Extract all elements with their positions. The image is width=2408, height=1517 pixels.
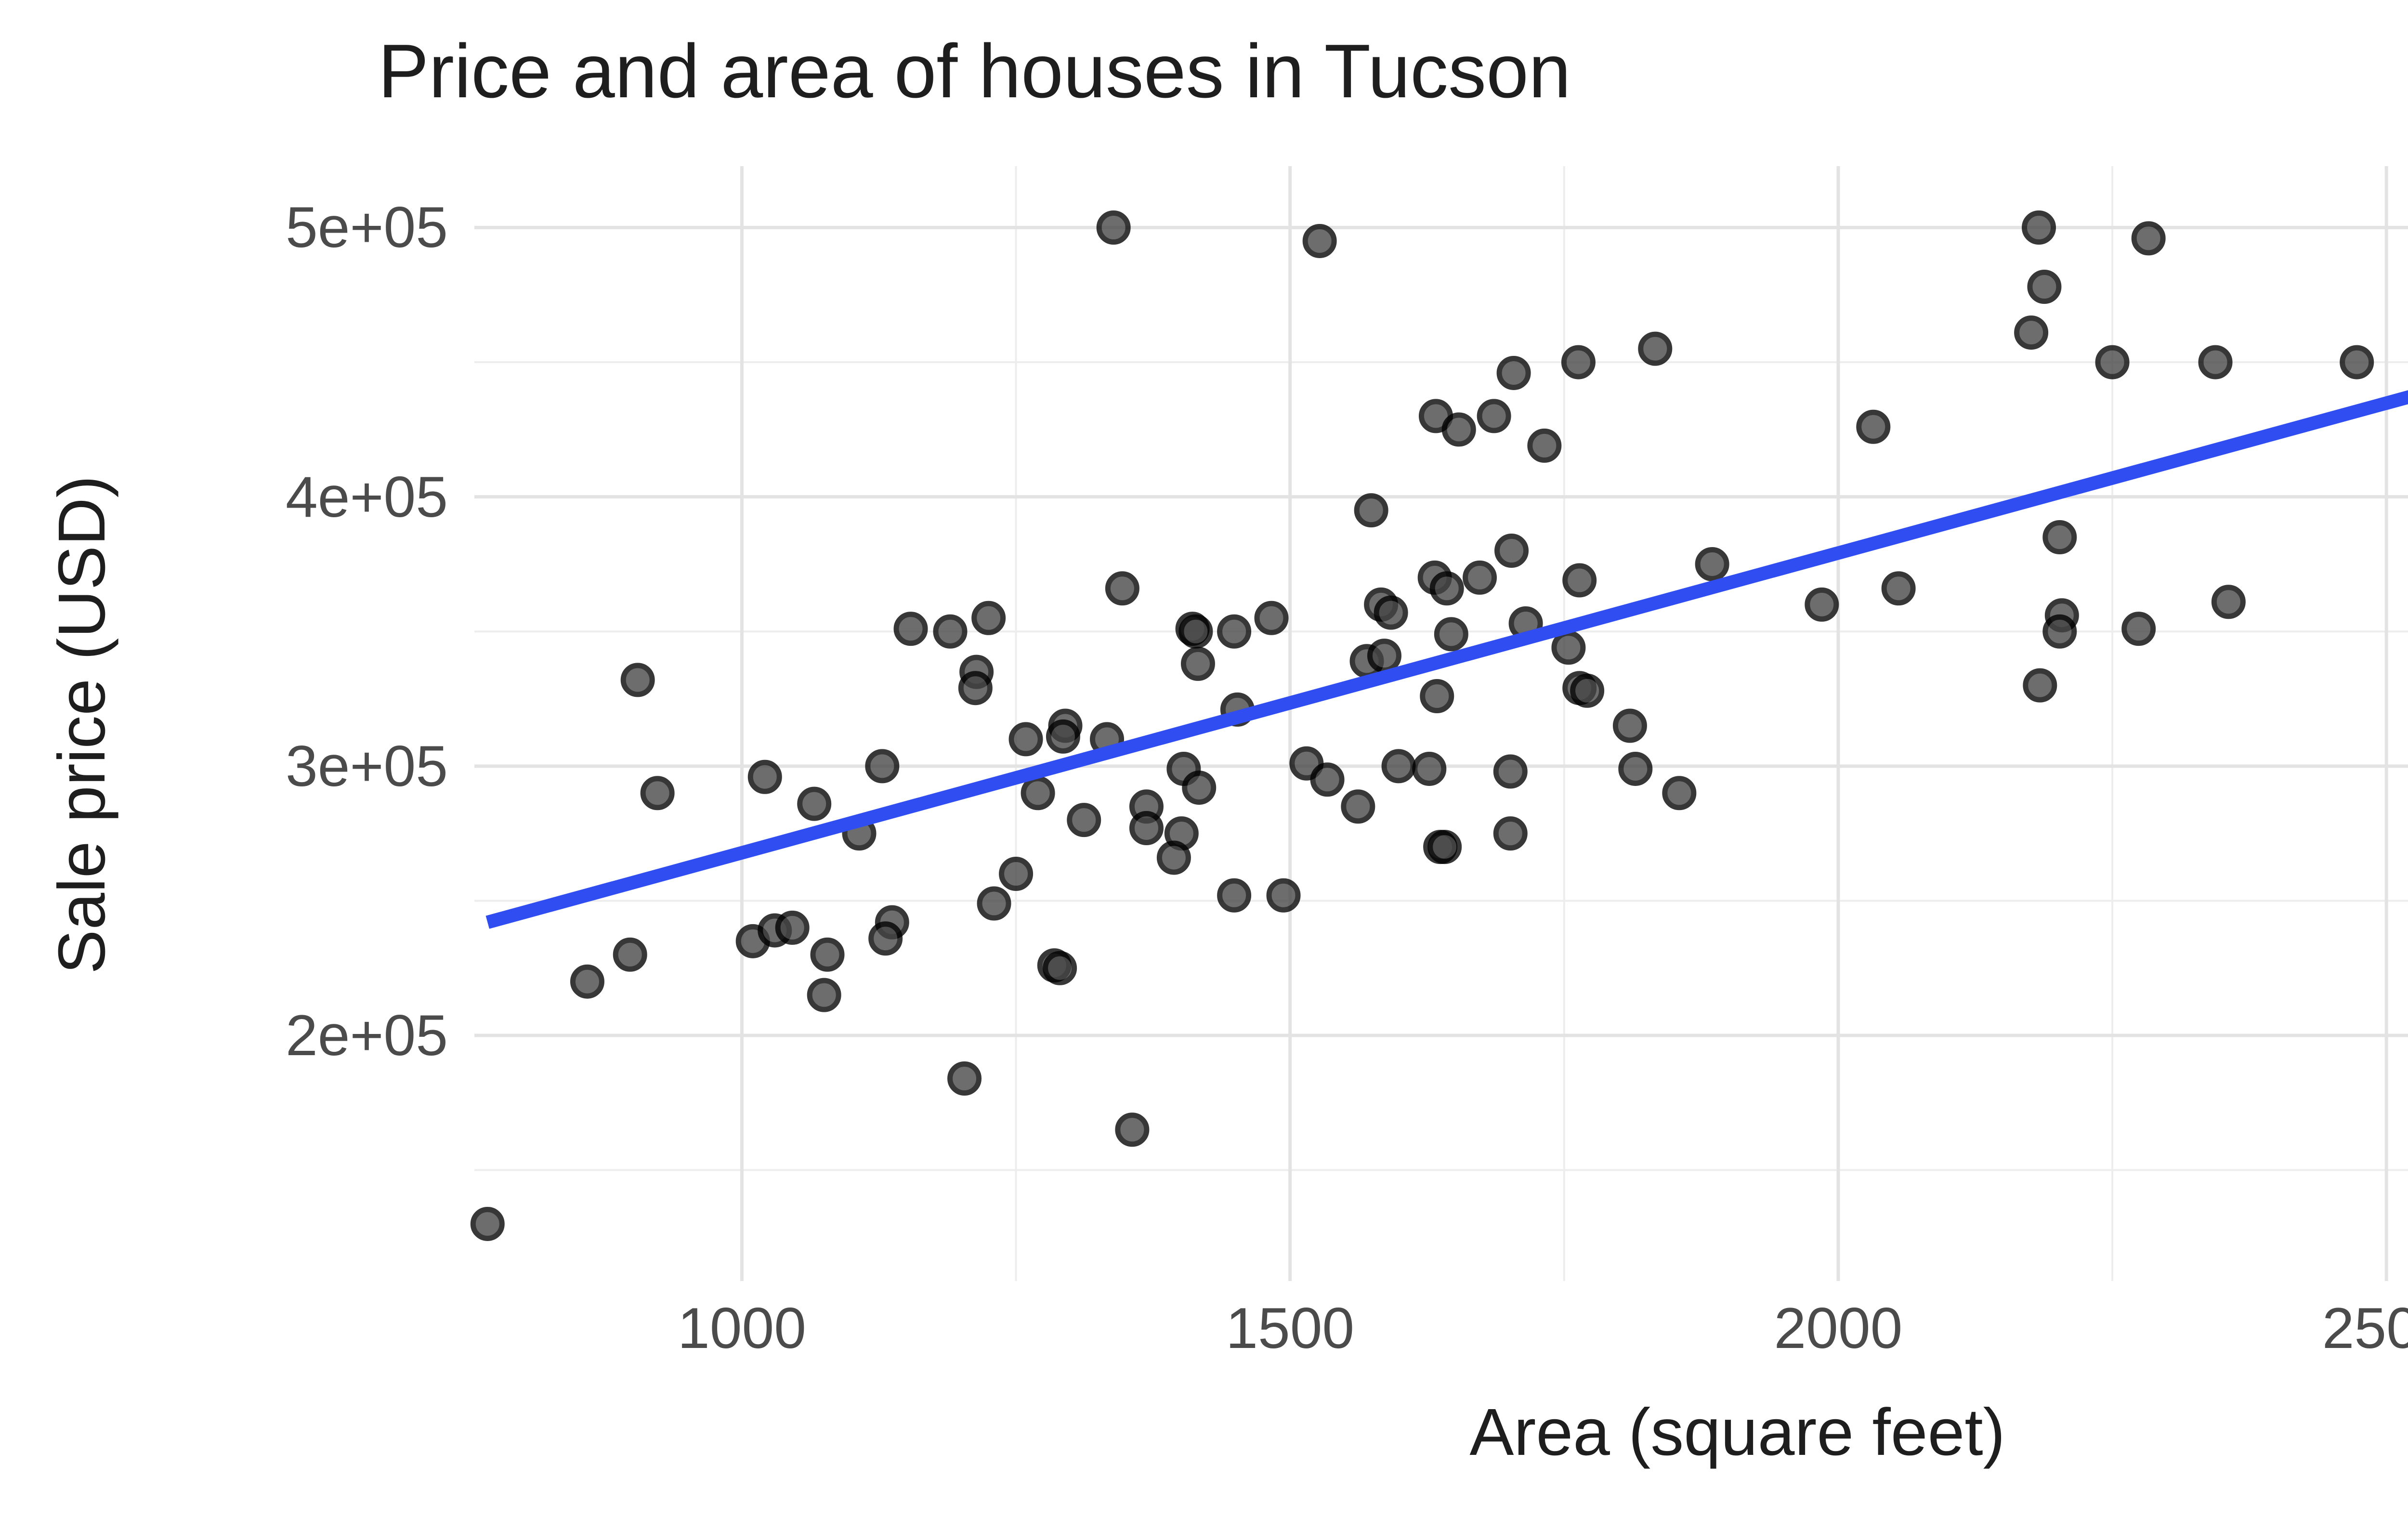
- data-point: [1429, 571, 1464, 606]
- data-point: [810, 937, 845, 972]
- data-point: [2042, 520, 2077, 555]
- data-point: [1420, 679, 1454, 713]
- data-point: [1493, 754, 1528, 789]
- data-point: [1427, 830, 1462, 864]
- data-point: [893, 612, 928, 646]
- data-point: [1494, 534, 1529, 568]
- data-point: [933, 614, 968, 649]
- data-point: [1156, 840, 1191, 875]
- data-point: [797, 786, 832, 821]
- data-point: [613, 937, 647, 972]
- data-point: [1180, 646, 1215, 681]
- data-point: [1310, 762, 1345, 797]
- data-point: [977, 886, 1011, 921]
- data-point: [1412, 751, 1447, 786]
- data-point: [1618, 751, 1653, 786]
- data-point: [1178, 614, 1213, 649]
- y-tick-label: 2e+05: [285, 1003, 448, 1068]
- data-point: [2023, 668, 2057, 703]
- data-point: [1302, 223, 1337, 258]
- data-point: [1441, 412, 1476, 447]
- data-point: [1570, 673, 1605, 708]
- data-point: [1008, 722, 1043, 757]
- data-point: [865, 749, 900, 784]
- data-point: [807, 978, 841, 1012]
- data-point: [1367, 639, 1401, 673]
- data-point: [2042, 614, 2077, 649]
- chart-title: Price and area of houses in Tucson: [378, 29, 1571, 114]
- y-axis-title: Sale price (USD): [45, 475, 119, 974]
- data-point: [1805, 587, 1839, 622]
- data-point: [1381, 749, 1416, 784]
- x-tick-label: 1500: [1226, 1296, 1355, 1360]
- x-axis-title: Area (square feet): [1469, 1395, 2005, 1469]
- data-point: [1496, 355, 1531, 390]
- data-point: [2121, 612, 2156, 646]
- data-point: [1695, 547, 1729, 581]
- trend-line: [485, 390, 2408, 929]
- data-point: [570, 964, 604, 999]
- data-point: [1354, 493, 1388, 528]
- data-point: [1662, 776, 1697, 811]
- data-point: [1463, 560, 1497, 595]
- data-point: [2131, 221, 2166, 256]
- data-point: [747, 759, 782, 794]
- data-point: [1266, 878, 1301, 913]
- data-point: [1046, 719, 1080, 754]
- x-tick-label: 1000: [677, 1296, 806, 1360]
- data-point: [971, 601, 1006, 635]
- data-point: [1115, 1112, 1150, 1147]
- data-point: [958, 671, 993, 706]
- x-tick-label: 2000: [1774, 1296, 1903, 1360]
- data-point: [2340, 345, 2374, 379]
- x-tick-label: 2500: [2322, 1296, 2408, 1360]
- data-point: [1043, 951, 1077, 985]
- data-point: [868, 921, 903, 956]
- data-point: [1434, 617, 1468, 652]
- data-point: [1881, 571, 1916, 606]
- data-point: [2198, 345, 2233, 379]
- data-point: [2014, 315, 2049, 350]
- data-point: [1217, 614, 1252, 649]
- data-point: [1096, 210, 1131, 245]
- data-point: [2095, 345, 2130, 379]
- data-point: [1374, 595, 1408, 630]
- data-point: [620, 663, 655, 697]
- data-point: [1105, 571, 1139, 606]
- data-point: [1129, 811, 1164, 845]
- data-point: [1341, 789, 1375, 824]
- data-point: [1612, 708, 1647, 743]
- data-point: [1021, 776, 1055, 811]
- data-point: [1182, 771, 1217, 805]
- data-point: [1217, 878, 1252, 913]
- data-point: [1493, 816, 1528, 851]
- data-point: [640, 776, 675, 811]
- data-point: [2022, 210, 2056, 245]
- data-point: [775, 910, 810, 945]
- y-tick-label: 5e+05: [285, 195, 448, 260]
- data-point: [1856, 409, 1891, 444]
- data-point: [1477, 399, 1511, 433]
- data-point: [1067, 803, 1101, 837]
- data-point: [1562, 563, 1597, 598]
- data-point: [1527, 428, 1562, 463]
- data-point: [1638, 331, 1673, 366]
- data-point: [1254, 601, 1289, 635]
- data-point: [2211, 585, 2246, 619]
- data-point: [2027, 270, 2062, 304]
- y-tick-label: 3e+05: [285, 733, 448, 798]
- data-point: [1561, 345, 1596, 379]
- data-point: [470, 1206, 505, 1241]
- data-point: [1551, 630, 1586, 665]
- y-tick-label: 4e+05: [285, 464, 448, 529]
- data-point: [999, 857, 1034, 891]
- data-point: [947, 1061, 982, 1096]
